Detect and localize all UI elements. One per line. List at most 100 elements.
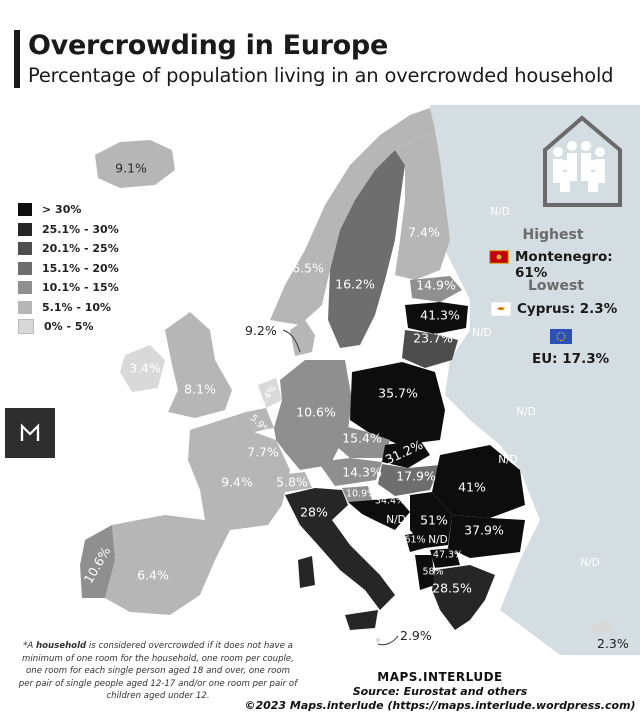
label-sweden: 16.2% xyxy=(335,276,375,292)
legend-label: 5.1% - 10% xyxy=(42,300,112,314)
legend-label: 20.1% - 25% xyxy=(42,242,119,256)
country-austria xyxy=(318,458,382,486)
lowest-value: Cyprus: 2.3% xyxy=(517,301,618,317)
label-uk: 8.1% xyxy=(184,381,216,397)
label-ireland: 3.4% xyxy=(129,360,161,376)
legend-item: 10.1% - 15% xyxy=(18,278,119,298)
legend-item: 5.1% - 10% xyxy=(18,298,119,318)
eu-flag-icon xyxy=(550,329,572,344)
no-data-label-kosovo: N/D xyxy=(428,534,448,546)
label-italy: 28% xyxy=(300,504,328,520)
country-italy-sicily xyxy=(345,610,378,630)
country-italy-sardinia xyxy=(298,556,315,588)
label-denmark: 9.2% xyxy=(245,323,277,338)
no-data-label-bosnia: N/D xyxy=(386,514,406,526)
country-bulgaria xyxy=(448,515,525,558)
country-iceland xyxy=(95,140,175,188)
source-text: Source: Eurostat and others xyxy=(352,685,528,698)
label-bulgaria: 37.9% xyxy=(464,522,504,538)
maps-interlude-logo xyxy=(5,408,55,458)
highest-value: Montenegro: 61% xyxy=(515,249,613,281)
label-lithuania: 23.7% xyxy=(413,330,453,346)
label-serbia: 51% xyxy=(420,512,448,528)
country-norway xyxy=(270,108,435,325)
label-france: 9.4% xyxy=(221,474,253,490)
label-hungary: 17.9% xyxy=(396,468,436,484)
footnote-prefix: *A xyxy=(23,641,36,651)
eu-value: EU: 17.3% xyxy=(532,351,610,367)
country-sweden xyxy=(328,150,405,348)
legend-swatch xyxy=(18,261,32,275)
label-czechia: 15.4% xyxy=(342,430,382,446)
country-germany xyxy=(274,360,352,470)
legend-label: 10.1% - 15% xyxy=(42,281,119,295)
label-austria: 14.3% xyxy=(342,464,382,480)
country-montenegro xyxy=(405,532,425,552)
page-subtitle: Percentage of population living in an ov… xyxy=(28,64,614,87)
legend-label: 25.1% - 30% xyxy=(42,222,119,236)
footnote-bold: household xyxy=(35,641,87,651)
footnote: *A household is considered overcrowded i… xyxy=(18,640,298,703)
highest-heading: Highest xyxy=(522,227,584,243)
label-finland: 7.4% xyxy=(408,224,440,240)
montenegro-flag-icon xyxy=(489,250,509,264)
country-estonia xyxy=(410,276,462,302)
country-latvia xyxy=(405,302,468,334)
no-data-label-turkey: N/D xyxy=(580,557,600,569)
country-denmark xyxy=(290,320,315,356)
country-greece xyxy=(432,565,495,630)
country-slovenia xyxy=(342,486,372,502)
legend-item: 20.1% - 25% xyxy=(18,239,119,259)
label-spain: 6.4% xyxy=(137,567,169,583)
cyprus-flag-icon xyxy=(491,302,511,316)
country-ireland xyxy=(120,345,165,392)
label-greece: 28.5% xyxy=(432,580,472,596)
label-poland: 35.7% xyxy=(378,385,418,401)
country-lithuania xyxy=(402,330,458,368)
country-france xyxy=(188,412,290,530)
country-albania xyxy=(415,555,435,590)
country-malta xyxy=(376,638,380,642)
denmark-callout-arrow xyxy=(282,329,301,353)
europe-map xyxy=(80,105,640,655)
label-iceland: 9.1% xyxy=(115,160,147,176)
legend-swatch xyxy=(18,203,32,217)
label-slovenia: 10.9% xyxy=(345,488,377,500)
no-data-label-moldova: N/D xyxy=(498,454,518,466)
country-north-macedonia xyxy=(430,548,460,568)
country-netherlands xyxy=(258,378,282,408)
page-title: Overcrowding in Europe xyxy=(28,30,388,61)
footnote-text: is considered overcrowded if it does not… xyxy=(18,641,298,701)
label-estonia: 14.9% xyxy=(416,277,456,293)
country-slovakia xyxy=(382,440,430,468)
no-data-label-norway-north: N/D xyxy=(490,206,510,218)
legend-label: > 30% xyxy=(42,203,82,217)
label-switzerland: 5.8% xyxy=(276,474,308,490)
label-norway: 6.5% xyxy=(292,260,324,276)
label-malta: 2.9% xyxy=(400,628,432,643)
brand-name: MAPS.INTERLUDE xyxy=(377,670,503,684)
country-poland xyxy=(350,362,445,445)
country-italy xyxy=(285,488,395,610)
legend-item: 15.1% - 20% xyxy=(18,259,119,279)
country-portugal xyxy=(80,525,115,598)
legend-swatch xyxy=(18,281,32,295)
label-albania: 58% xyxy=(422,566,444,578)
legend-item: 0% - 5% xyxy=(18,317,119,337)
label-germany: 10.6% xyxy=(296,404,336,420)
label-luxembourg: 7.7% xyxy=(247,444,279,460)
label-romania: 41% xyxy=(458,479,486,495)
country-romania xyxy=(432,445,525,518)
house-people-icon xyxy=(543,115,622,207)
country-hungary xyxy=(378,464,440,496)
map-legend: > 30% 25.1% - 30% 20.1% - 25% 15.1% - 20% 10… xyxy=(18,200,119,337)
legend-swatch xyxy=(18,319,34,335)
label-north-macedonia: 47.3% xyxy=(432,549,464,561)
legend-label: 15.1% - 20% xyxy=(42,261,119,275)
legend-swatch xyxy=(18,300,32,314)
country-croatia xyxy=(348,498,410,530)
title-accent-bar xyxy=(14,30,20,88)
copyright-text: ©2023 Maps.interlude (https://maps.inter… xyxy=(244,699,636,712)
label-croatia: 34.4% xyxy=(374,495,406,507)
country-belgium xyxy=(246,408,274,432)
